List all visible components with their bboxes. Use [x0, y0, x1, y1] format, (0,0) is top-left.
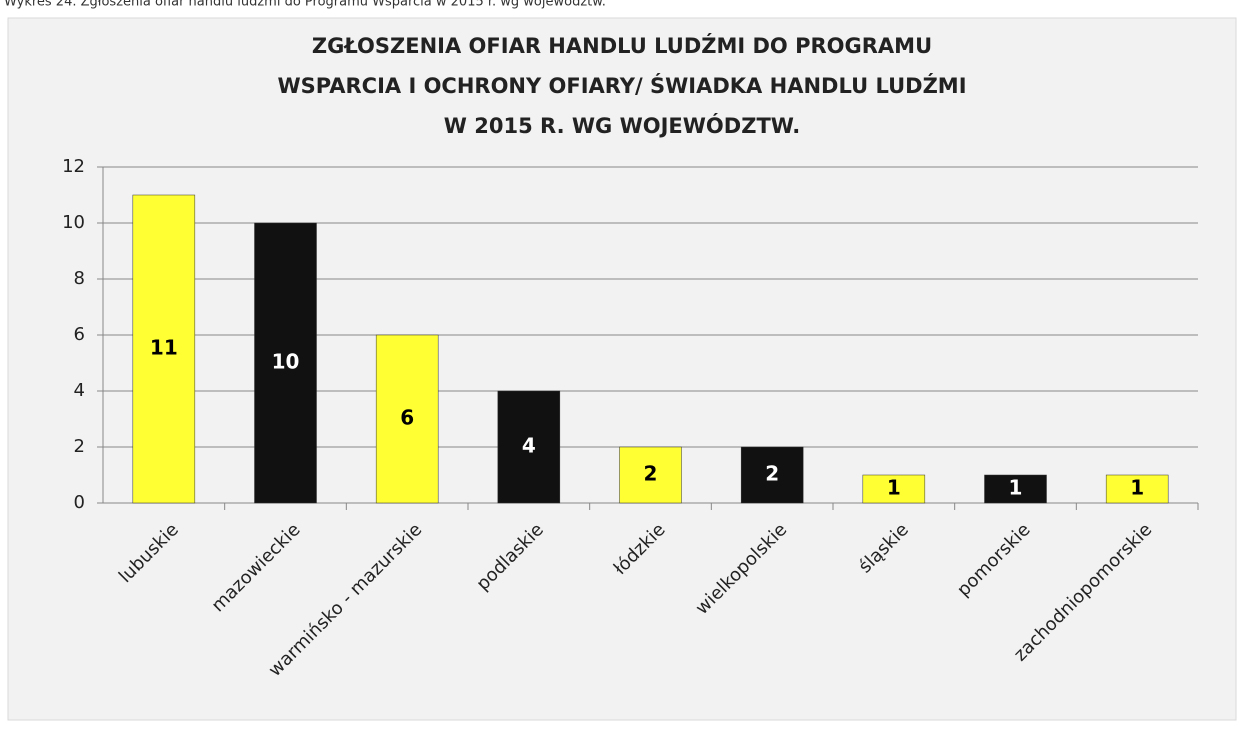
bar — [132, 194, 196, 504]
data-label: 6 — [400, 406, 414, 430]
y-tick-label: 2 — [74, 436, 85, 457]
bar — [984, 474, 1047, 504]
data-label: 1 — [1009, 476, 1023, 500]
bar — [740, 446, 804, 504]
chart-title: ZGŁOSZENIA OFIAR HANDLU LUDŹMI DO PROGRA… — [312, 33, 932, 58]
data-label: 4 — [522, 434, 536, 458]
bar — [254, 222, 317, 504]
bar — [862, 474, 926, 504]
y-tick-label: 4 — [74, 380, 85, 401]
y-tick-label: 6 — [74, 324, 85, 345]
bar — [497, 390, 561, 504]
y-tick-label: 0 — [74, 492, 85, 513]
data-label: 1 — [1130, 476, 1144, 500]
y-tick-label: 10 — [62, 212, 85, 233]
data-label: 2 — [644, 462, 658, 486]
data-label: 2 — [765, 462, 779, 486]
caption: Wykres 24. Zgłoszenia ofiar handlu ludźm… — [4, 0, 606, 10]
data-label: 11 — [150, 336, 178, 360]
bar — [1105, 474, 1169, 504]
y-tick-label: 8 — [74, 268, 85, 289]
y-tick-label: 12 — [62, 156, 85, 177]
bar — [619, 446, 682, 504]
bar — [375, 334, 439, 504]
chart-title: W 2015 R. WG WOJEWÓDZTW. — [444, 113, 800, 138]
data-label: 10 — [272, 350, 300, 374]
chart-background — [7, 17, 1237, 721]
data-label: 1 — [887, 476, 901, 500]
chart-title: WSPARCIA I OCHRONY OFIARY/ ŚWIADKA HANDL… — [277, 73, 966, 98]
